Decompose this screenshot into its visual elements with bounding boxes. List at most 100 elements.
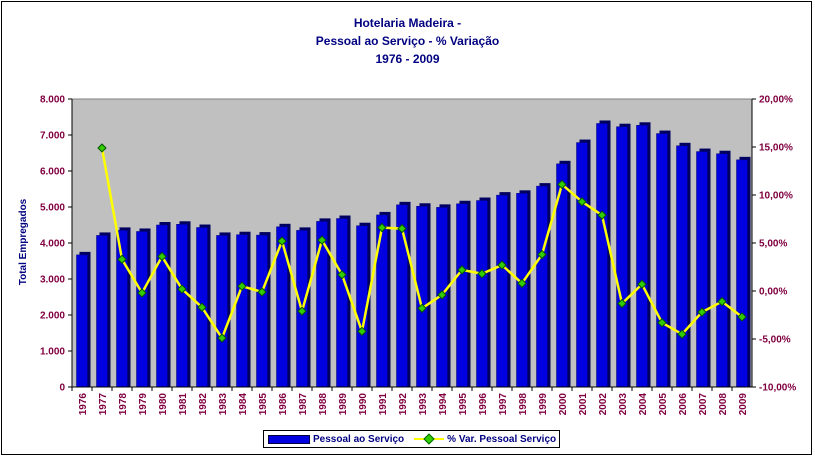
x-tick-label: 1982	[198, 393, 209, 416]
x-tick-label: 1983	[218, 393, 229, 416]
x-tick-label: 1986	[278, 393, 289, 416]
pct-change-marker	[357, 326, 367, 337]
x-tick-label: 1992	[398, 393, 409, 416]
y-tick-label: 4.000	[40, 239, 65, 250]
bar	[576, 142, 588, 388]
bar	[476, 200, 488, 388]
pct-change-marker	[97, 143, 107, 153]
pct-change-marker	[697, 307, 707, 317]
y2-tick-label: -5,00%	[759, 335, 791, 346]
x-tick-label: 1990	[358, 393, 369, 416]
pct-change-marker	[217, 333, 227, 343]
chart-title-line3: 1976 - 2009	[375, 52, 440, 66]
pct-change-marker	[137, 288, 147, 298]
bar	[176, 224, 188, 388]
x-tick-label: 1980	[158, 393, 169, 416]
bar	[636, 125, 648, 388]
x-tick-label: 2004	[638, 393, 649, 416]
pct-change-marker	[417, 303, 427, 313]
x-tick-label: 1991	[378, 393, 389, 416]
bar	[336, 218, 348, 388]
legend-item-bar: Pessoal ao Serviço	[268, 434, 404, 445]
pct-change-marker	[457, 265, 467, 275]
x-tick-label: 1985	[258, 393, 269, 416]
pct-change-marker	[637, 279, 647, 289]
chart-title-line1: Hotelaria Madeira -	[353, 16, 462, 30]
pct-change-marker	[677, 329, 687, 339]
pct-change-marker	[377, 222, 387, 233]
legend-bar-swatch	[268, 434, 310, 444]
bar	[76, 254, 88, 388]
y2-tick-label: 0,00%	[759, 287, 787, 298]
y2-tick-label: -10,00%	[759, 383, 796, 394]
y-tick-label: 8.000	[40, 95, 65, 106]
pct-change-marker	[237, 281, 247, 291]
bar	[536, 185, 548, 388]
bar	[696, 151, 708, 388]
x-tick-label: 1994	[438, 393, 449, 416]
x-tick-label: 1995	[458, 393, 469, 416]
bar	[736, 159, 748, 388]
x-tick-label: 2003	[618, 393, 629, 416]
x-tick-label: 1993	[418, 393, 429, 416]
y-axis-title: Total Empregados	[18, 198, 29, 285]
x-tick-label: 1977	[98, 393, 109, 416]
pct-change-marker	[337, 269, 347, 280]
legend-bar-label: Pessoal ao Serviço	[313, 433, 405, 445]
pct-change-marker	[397, 223, 407, 234]
x-tick-label: 1981	[178, 393, 189, 416]
x-tick-label: 1988	[318, 393, 329, 416]
x-tick-label: 1978	[118, 393, 129, 416]
pct-change-marker	[257, 287, 267, 297]
pct-change-marker	[597, 210, 607, 220]
y2-tick-label: 20,00%	[759, 95, 793, 106]
y2-tick-label: 10,00%	[759, 191, 793, 202]
y-tick-label: 7.000	[40, 131, 65, 142]
pct-change-marker	[317, 235, 327, 245]
bar	[376, 214, 388, 388]
bar	[236, 234, 248, 388]
y-tick-label: 0	[59, 383, 65, 394]
x-tick-label: 1997	[498, 393, 509, 416]
pct-change-marker	[157, 251, 167, 262]
x-tick-label: 1979	[138, 393, 149, 416]
x-tick-label: 1999	[538, 393, 549, 416]
y-tick-label: 1.000	[40, 347, 65, 358]
x-tick-label: 1984	[238, 393, 249, 416]
x-tick-label: 1976	[78, 393, 89, 416]
x-tick-label: 1987	[298, 393, 309, 416]
y2-tick-label: 15,00%	[759, 143, 793, 154]
pct-change-marker	[277, 236, 287, 246]
bar	[136, 231, 148, 388]
bar	[156, 224, 168, 388]
chart-legend: Pessoal ao Serviço % Var. Pessoal Serviç…	[263, 430, 560, 448]
bar	[516, 193, 528, 388]
bar	[96, 235, 108, 388]
pct-change-marker	[437, 290, 447, 300]
pct-change-marker	[657, 317, 667, 328]
x-tick-label: 1989	[338, 393, 349, 416]
pct-change-marker	[477, 269, 487, 279]
chart-title-line2: Pessoal ao Serviço - % Variação	[315, 34, 500, 48]
bar	[716, 153, 728, 388]
legend-line-label: % Var. Pessoal Serviço	[447, 433, 557, 445]
bar	[676, 145, 688, 388]
pct-change-marker	[197, 302, 207, 313]
x-tick-label: 1996	[478, 393, 489, 416]
bar	[256, 234, 268, 388]
pct-change-marker	[177, 284, 187, 294]
x-tick-label: 2002	[598, 393, 609, 416]
x-tick-label: 2001	[578, 393, 589, 416]
pct-change-marker	[297, 306, 307, 316]
x-tick-label: 2009	[738, 393, 749, 416]
pct-change-marker	[737, 312, 747, 322]
x-tick-label: 2006	[678, 393, 689, 416]
bar	[216, 235, 228, 388]
pct-change-marker	[577, 197, 587, 207]
pct-change-marker	[617, 298, 627, 309]
x-tick-label: 2005	[658, 393, 669, 416]
x-tick-label: 1998	[518, 393, 529, 416]
pct-change-marker	[537, 249, 547, 260]
y-tick-label: 3.000	[40, 275, 65, 286]
